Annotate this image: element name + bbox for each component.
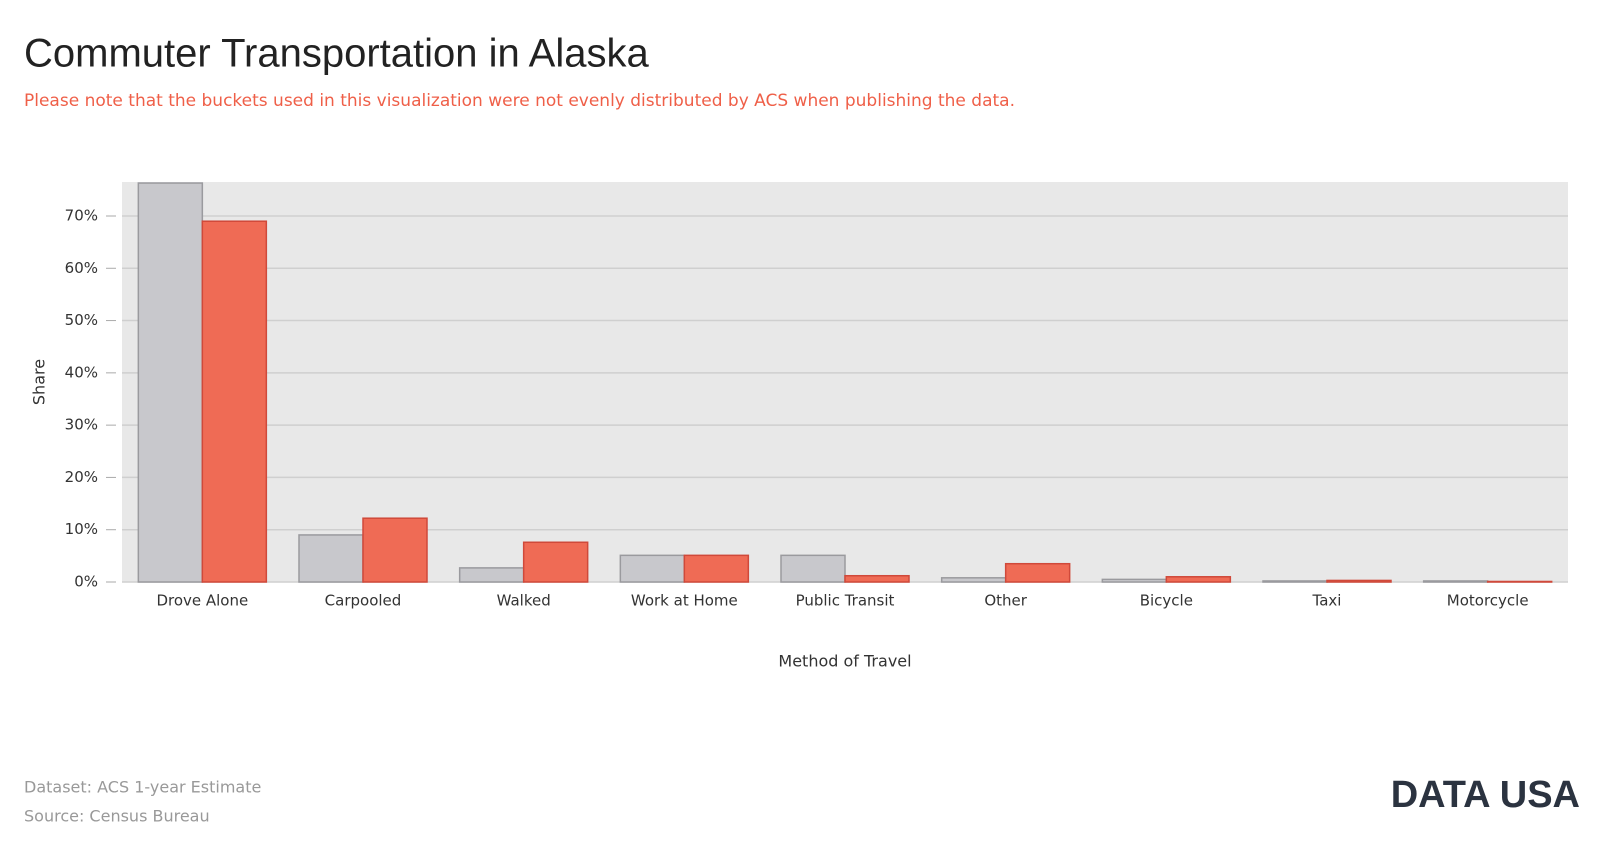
bar [201, 220, 268, 583]
bar [298, 534, 364, 583]
bar [1486, 580, 1553, 583]
bar [940, 577, 1007, 583]
bar [1004, 562, 1071, 583]
bar [1101, 578, 1168, 583]
plot-background [122, 182, 1568, 582]
y-axis-title: Share [30, 359, 49, 405]
y-tick-label: 50% [65, 311, 98, 329]
x-tick-label: Motorcycle [1447, 592, 1529, 610]
bar [780, 554, 846, 583]
x-tick-label: Taxi [1312, 592, 1342, 610]
x-tick-label: Drove Alone [156, 592, 248, 610]
y-tick-label: 0% [74, 573, 98, 591]
plot: 0% 10% 20% 30% 40% 50% 60% 70% Drove Alone Carpoo… [65, 182, 1568, 610]
y-tick-label: 10% [65, 520, 98, 538]
bar [137, 182, 204, 583]
footer-source: Source: Census Bureau [24, 807, 210, 826]
footer-dataset: Dataset: ACS 1-year Estimate [24, 778, 261, 797]
x-tick-label: Other [984, 592, 1027, 610]
y-tick-label: 40% [65, 363, 98, 381]
bar [522, 541, 589, 583]
y-tick-label: 70% [65, 206, 98, 224]
bar [619, 554, 686, 583]
bar [844, 574, 910, 583]
bar [1262, 580, 1328, 583]
y-tick-label: 30% [65, 416, 98, 434]
bar [683, 554, 750, 583]
x-tick-label: Carpooled [325, 592, 402, 610]
bar [458, 567, 525, 583]
y-tick-label: 60% [65, 259, 98, 277]
logo: DATA USA [1391, 774, 1580, 816]
bar [1422, 580, 1489, 583]
y-tick-label: 20% [65, 468, 98, 486]
chart-title: Commuter Transportation in Alaska [24, 32, 649, 76]
x-tick-label: Work at Home [631, 592, 738, 610]
chart-subtitle: Please note that the buckets used in thi… [24, 91, 1015, 111]
x-tick-label: Public Transit [796, 592, 895, 610]
x-tick-label: Walked [497, 592, 551, 610]
bar [1165, 576, 1232, 583]
bar [362, 517, 428, 583]
x-axis-title: Method of Travel [778, 652, 911, 671]
x-tick-label: Bicycle [1140, 592, 1193, 610]
bar [1326, 579, 1392, 583]
